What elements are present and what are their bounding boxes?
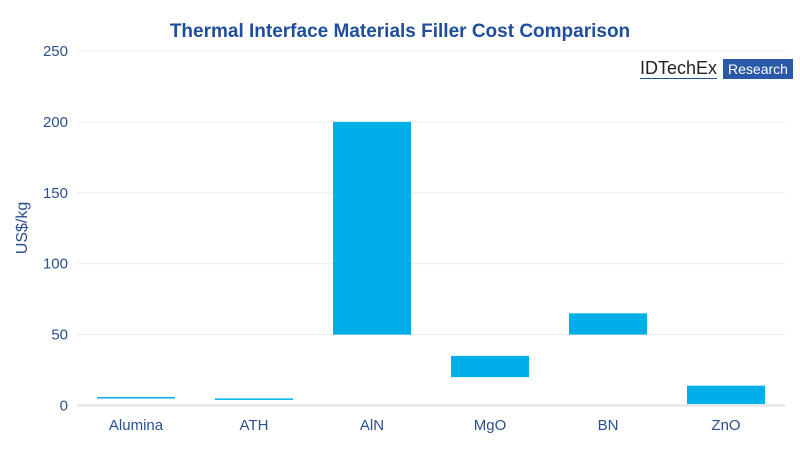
y-axis-label: US$/kg xyxy=(14,202,31,254)
bar-alumina xyxy=(97,396,175,399)
y-tick-label: 250 xyxy=(43,43,68,60)
bar-zno xyxy=(687,385,765,405)
logo-tag: Research xyxy=(723,58,793,79)
x-tick-label: ATH xyxy=(240,417,269,434)
x-tick-label: MgO xyxy=(474,417,507,434)
chart-title: Thermal Interface Materials Filler Cost … xyxy=(170,21,630,42)
x-tick-label: AlN xyxy=(360,417,384,434)
bar-ath xyxy=(215,398,293,400)
bar-bn xyxy=(569,313,647,335)
y-tick-label: 150 xyxy=(43,185,68,202)
x-tick-label: Alumina xyxy=(109,417,164,434)
y-tick-label: 100 xyxy=(43,256,68,273)
y-tick-label: 0 xyxy=(60,398,68,415)
idtechex-logo: IDTechEx Research xyxy=(640,58,793,79)
x-tick-label: BN xyxy=(598,417,619,434)
logo-name: IDTechEx xyxy=(640,58,718,79)
bar-aln xyxy=(333,121,411,335)
x-tick-label: ZnO xyxy=(711,417,740,434)
y-tick-label: 50 xyxy=(51,327,68,344)
bar-mgo xyxy=(451,355,529,378)
y-tick-label: 200 xyxy=(43,114,68,131)
